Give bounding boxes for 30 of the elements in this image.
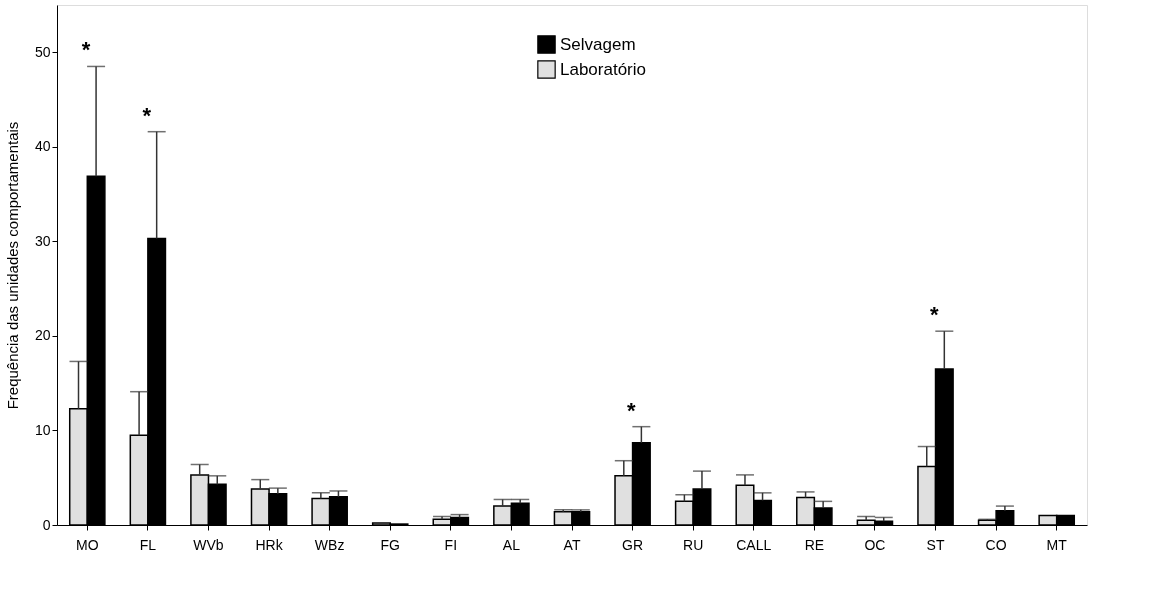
x-tick-label: FI <box>444 536 458 553</box>
x-tick-label: CALL <box>736 536 772 553</box>
y-tick-label: 10 <box>34 421 51 438</box>
annotation: * <box>930 302 940 328</box>
x-tick-label: WVb <box>193 536 224 553</box>
x-tick-label: HRk <box>255 536 284 553</box>
y-tick-label: 40 <box>34 138 51 155</box>
x-tick-label: RU <box>683 536 704 553</box>
y-tick-label: 30 <box>34 232 51 249</box>
y-axis-title: Frequência das unidades comportamentais <box>3 121 21 410</box>
legend-label: Selvagem <box>560 34 636 54</box>
x-tick-label: GR <box>622 536 644 553</box>
x-tick-label: RE <box>804 536 825 553</box>
annotation: * <box>142 102 152 128</box>
x-tick-label: ST <box>926 536 945 553</box>
y-tick-label: 20 <box>34 327 51 344</box>
annotation: * <box>627 397 637 423</box>
y-tick-label: 50 <box>34 43 51 60</box>
x-tick-label: MO <box>76 536 99 553</box>
legend-label: Laboratório <box>560 59 647 79</box>
x-tick-label: AT <box>563 536 581 553</box>
x-tick-label: MT <box>1046 536 1068 553</box>
y-tick-label: 0 <box>42 516 51 533</box>
x-tick-label: FG <box>380 536 400 553</box>
annotation: * <box>81 37 91 63</box>
x-tick-label: CO <box>985 536 1007 553</box>
x-tick-label: AL <box>502 536 521 553</box>
x-tick-label: FL <box>139 536 157 553</box>
x-tick-label: OC <box>864 536 886 553</box>
x-tick-label: WBz <box>314 536 345 553</box>
